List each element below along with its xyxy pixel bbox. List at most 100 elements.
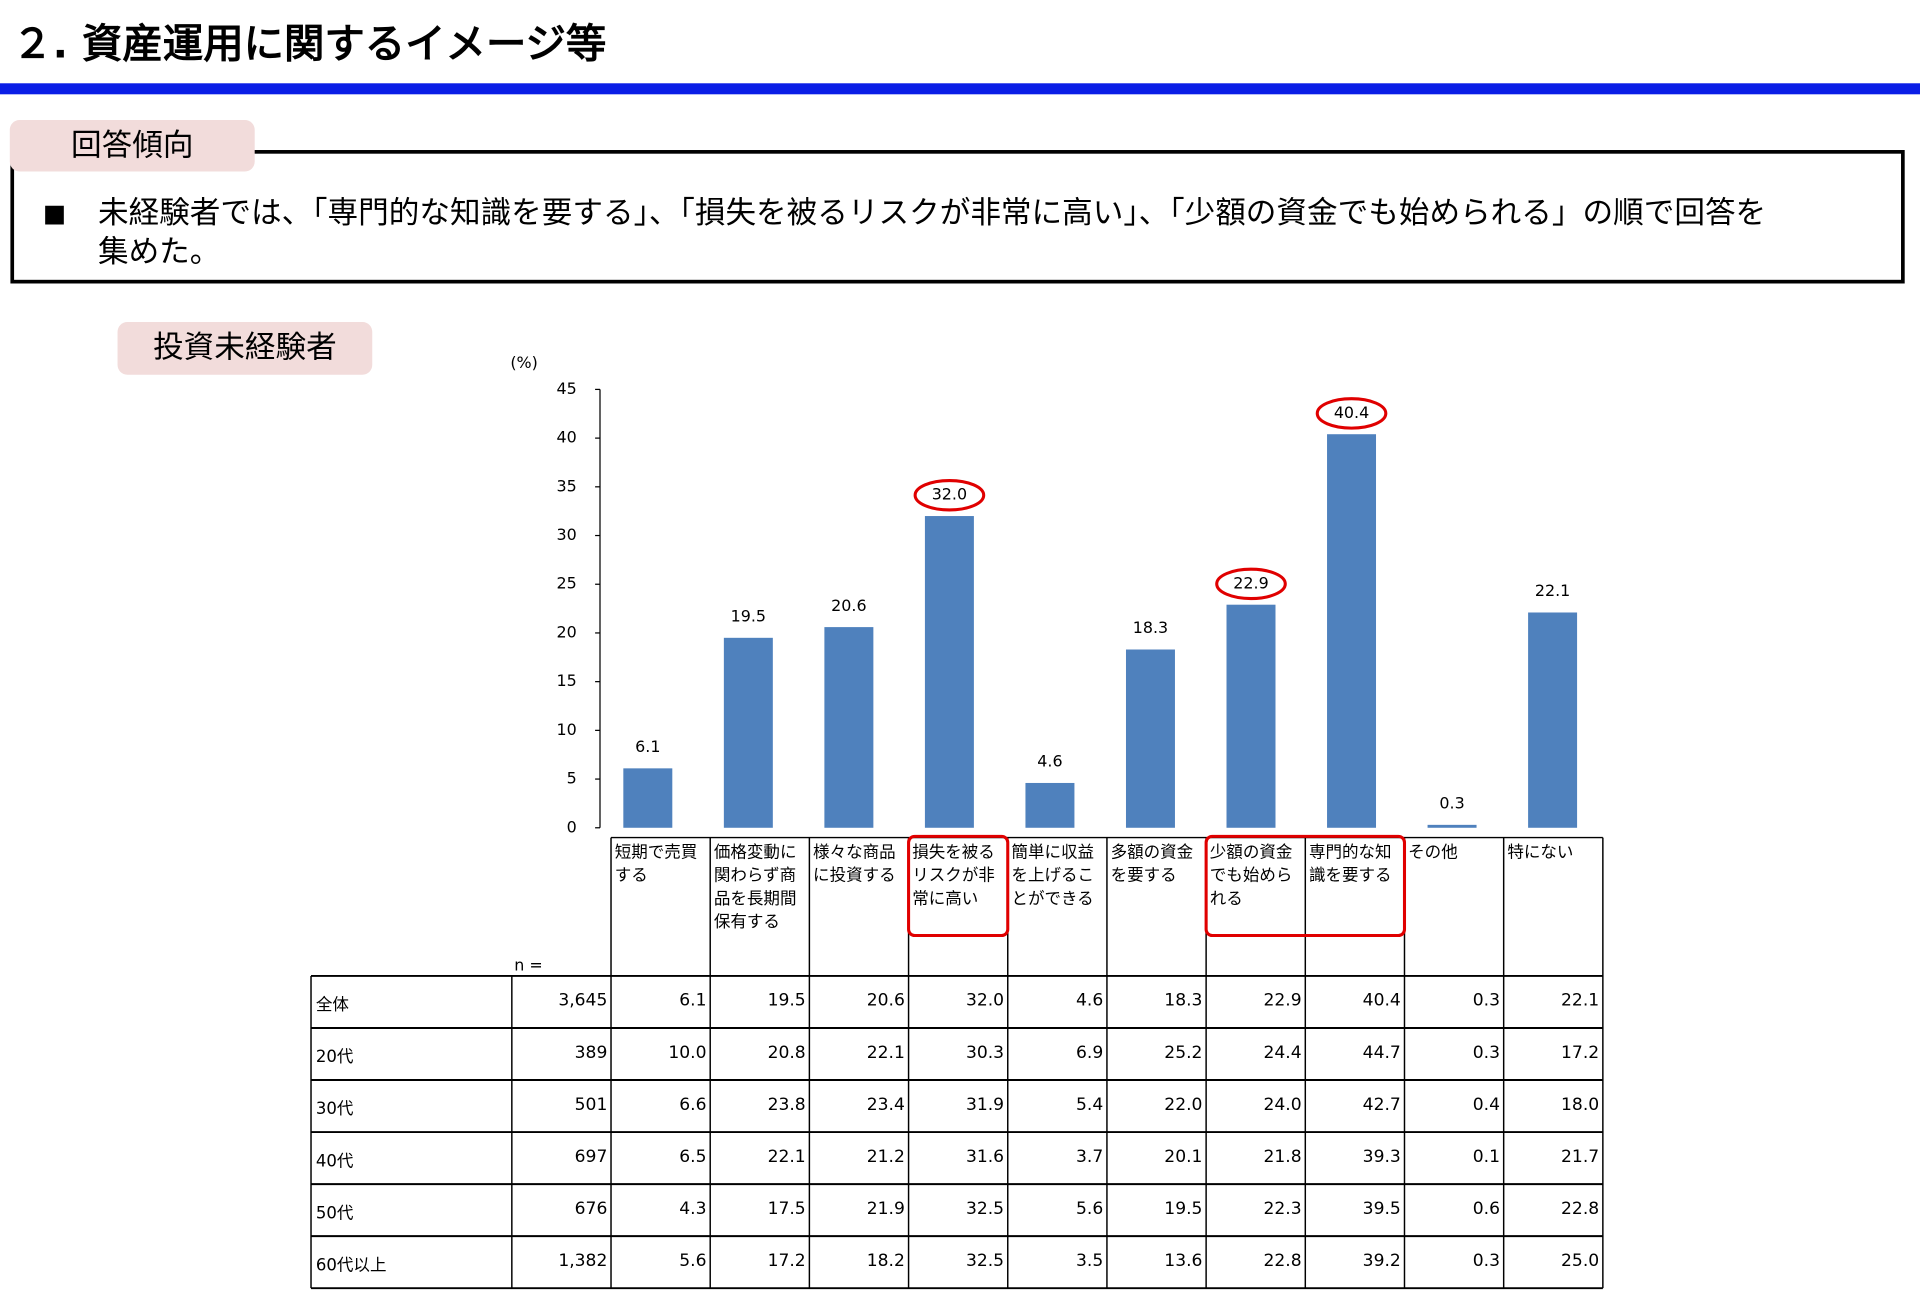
table-cell: 31.6 bbox=[966, 1147, 1004, 1167]
table-cell: 40.4 bbox=[1363, 991, 1401, 1011]
table-cell: 32.5 bbox=[966, 1199, 1004, 1219]
value-label: 4.6 bbox=[1037, 752, 1062, 771]
value-label: 0.3 bbox=[1439, 794, 1464, 813]
table-cell: 20.1 bbox=[1164, 1147, 1202, 1167]
title-rule bbox=[0, 83, 1920, 95]
table-cell: 0.3 bbox=[1473, 1251, 1500, 1271]
value-label: 40.4 bbox=[1334, 403, 1369, 422]
value-label: 6.1 bbox=[635, 737, 660, 756]
table-cell: 3.7 bbox=[1076, 1147, 1103, 1167]
table-cell: 3.5 bbox=[1076, 1251, 1103, 1271]
table-cell: 25.2 bbox=[1164, 1043, 1202, 1063]
summary-tab bbox=[9, 120, 255, 172]
y-tick-label: 25 bbox=[556, 574, 576, 593]
bar bbox=[824, 627, 874, 828]
table-cell: 25.0 bbox=[1561, 1251, 1599, 1271]
bar bbox=[723, 637, 773, 828]
bar bbox=[1025, 782, 1075, 828]
table-cell: 0.3 bbox=[1473, 1043, 1500, 1063]
bar bbox=[924, 516, 974, 828]
table-cell: 10.0 bbox=[668, 1043, 706, 1063]
table-cell: 4.6 bbox=[1076, 991, 1103, 1011]
table-cell: 32.0 bbox=[966, 991, 1004, 1011]
section-tab bbox=[117, 322, 373, 375]
summary-text: 集めた。 bbox=[98, 235, 220, 270]
n-label: n = bbox=[514, 956, 542, 975]
y-tick-label: 45 bbox=[556, 379, 576, 398]
value-label: 19.5 bbox=[731, 607, 766, 626]
value-label: 32.0 bbox=[932, 485, 967, 504]
table-cell: 18.2 bbox=[867, 1251, 905, 1271]
y-tick-label: 10 bbox=[556, 720, 576, 739]
table-cell: 44.7 bbox=[1363, 1043, 1401, 1063]
row-label: 30代 bbox=[316, 1099, 354, 1118]
summary-text: 未経験者では、「専門的な知識を要する」、「損失を被るリスクが非常に高い」、「少額… bbox=[98, 196, 1766, 231]
table-cell: 24.0 bbox=[1263, 1095, 1301, 1115]
bar bbox=[1528, 612, 1578, 828]
summary-label: 回答傾向 bbox=[71, 128, 193, 163]
table-cell: 13.6 bbox=[1164, 1251, 1202, 1271]
row-label: 20代 bbox=[316, 1047, 354, 1066]
table-cell: 21.8 bbox=[1263, 1147, 1301, 1167]
summary-box bbox=[10, 150, 1905, 284]
category-label: 専門的な知識を要する bbox=[1309, 842, 1392, 884]
y-tick-label: 40 bbox=[556, 428, 576, 447]
highlight-ellipse bbox=[1315, 397, 1388, 430]
table-cell: 17.2 bbox=[768, 1251, 806, 1271]
table-cell: 4.3 bbox=[679, 1199, 706, 1219]
table-cell: 24.4 bbox=[1263, 1043, 1301, 1063]
table-cell: 5.6 bbox=[1076, 1199, 1103, 1219]
table-cell: 17.2 bbox=[1561, 1043, 1599, 1063]
y-tick-label: 5 bbox=[567, 769, 577, 788]
table-cell: 18.0 bbox=[1561, 1095, 1599, 1115]
table-cell: 42.7 bbox=[1363, 1095, 1401, 1115]
y-tick-label: 20 bbox=[556, 622, 576, 641]
category-label: 損失を被るリスクが非常に高い bbox=[912, 842, 995, 908]
table-cell: 30.3 bbox=[966, 1043, 1004, 1063]
table-cell: 31.9 bbox=[966, 1095, 1004, 1115]
section-label: 投資未経験者 bbox=[153, 331, 337, 366]
y-tick-label: 35 bbox=[556, 476, 576, 495]
table-cell: 22.8 bbox=[1263, 1251, 1301, 1271]
table-cell: 39.5 bbox=[1363, 1199, 1401, 1219]
category-label: 価格変動に関わらず商品を長期間保有する bbox=[714, 842, 797, 931]
table-cell: 21.7 bbox=[1561, 1147, 1599, 1167]
table-cell: 0.6 bbox=[1473, 1199, 1500, 1219]
table-cell: 20.8 bbox=[768, 1043, 806, 1063]
table-cell: 18.3 bbox=[1164, 991, 1202, 1011]
table-cell: 5.6 bbox=[679, 1251, 706, 1271]
category-label: 特にない bbox=[1507, 842, 1573, 861]
table-cell: 17.5 bbox=[768, 1199, 806, 1219]
table-cell: 21.2 bbox=[867, 1147, 905, 1167]
table-cell: 0.3 bbox=[1473, 991, 1500, 1011]
y-tick-label: 15 bbox=[556, 671, 576, 690]
table-cell: 22.3 bbox=[1263, 1199, 1301, 1219]
table-cell: 3,645 bbox=[558, 991, 607, 1011]
table-cell: 39.2 bbox=[1363, 1251, 1401, 1271]
table-cell: 676 bbox=[575, 1199, 608, 1219]
highlight-ellipse bbox=[1215, 567, 1287, 601]
highlight-box bbox=[1204, 834, 1407, 938]
bullet: ■ bbox=[43, 198, 66, 227]
category-label: その他 bbox=[1408, 842, 1458, 861]
table-cell: 1,382 bbox=[558, 1251, 607, 1271]
table-cell: 22.8 bbox=[1561, 1199, 1599, 1219]
table-cell: 6.6 bbox=[679, 1095, 706, 1115]
table-cell: 501 bbox=[575, 1095, 608, 1115]
bar bbox=[1226, 604, 1276, 828]
category-label: 短期で売買する bbox=[615, 842, 698, 884]
y-tick-label: 0 bbox=[567, 817, 577, 836]
bar bbox=[1427, 824, 1477, 828]
table-cell: 6.9 bbox=[1076, 1043, 1103, 1063]
bar bbox=[1125, 649, 1175, 828]
table-cell: 22.1 bbox=[768, 1147, 806, 1167]
table-cell: 22.9 bbox=[1263, 991, 1301, 1011]
table-cell: 697 bbox=[575, 1147, 608, 1167]
category-label: 簡単に収益を上げることができる bbox=[1011, 842, 1094, 908]
bar bbox=[1327, 434, 1377, 828]
table-cell: 21.9 bbox=[867, 1199, 905, 1219]
value-label: 22.1 bbox=[1535, 581, 1570, 600]
y-tick-label: 30 bbox=[556, 525, 576, 544]
